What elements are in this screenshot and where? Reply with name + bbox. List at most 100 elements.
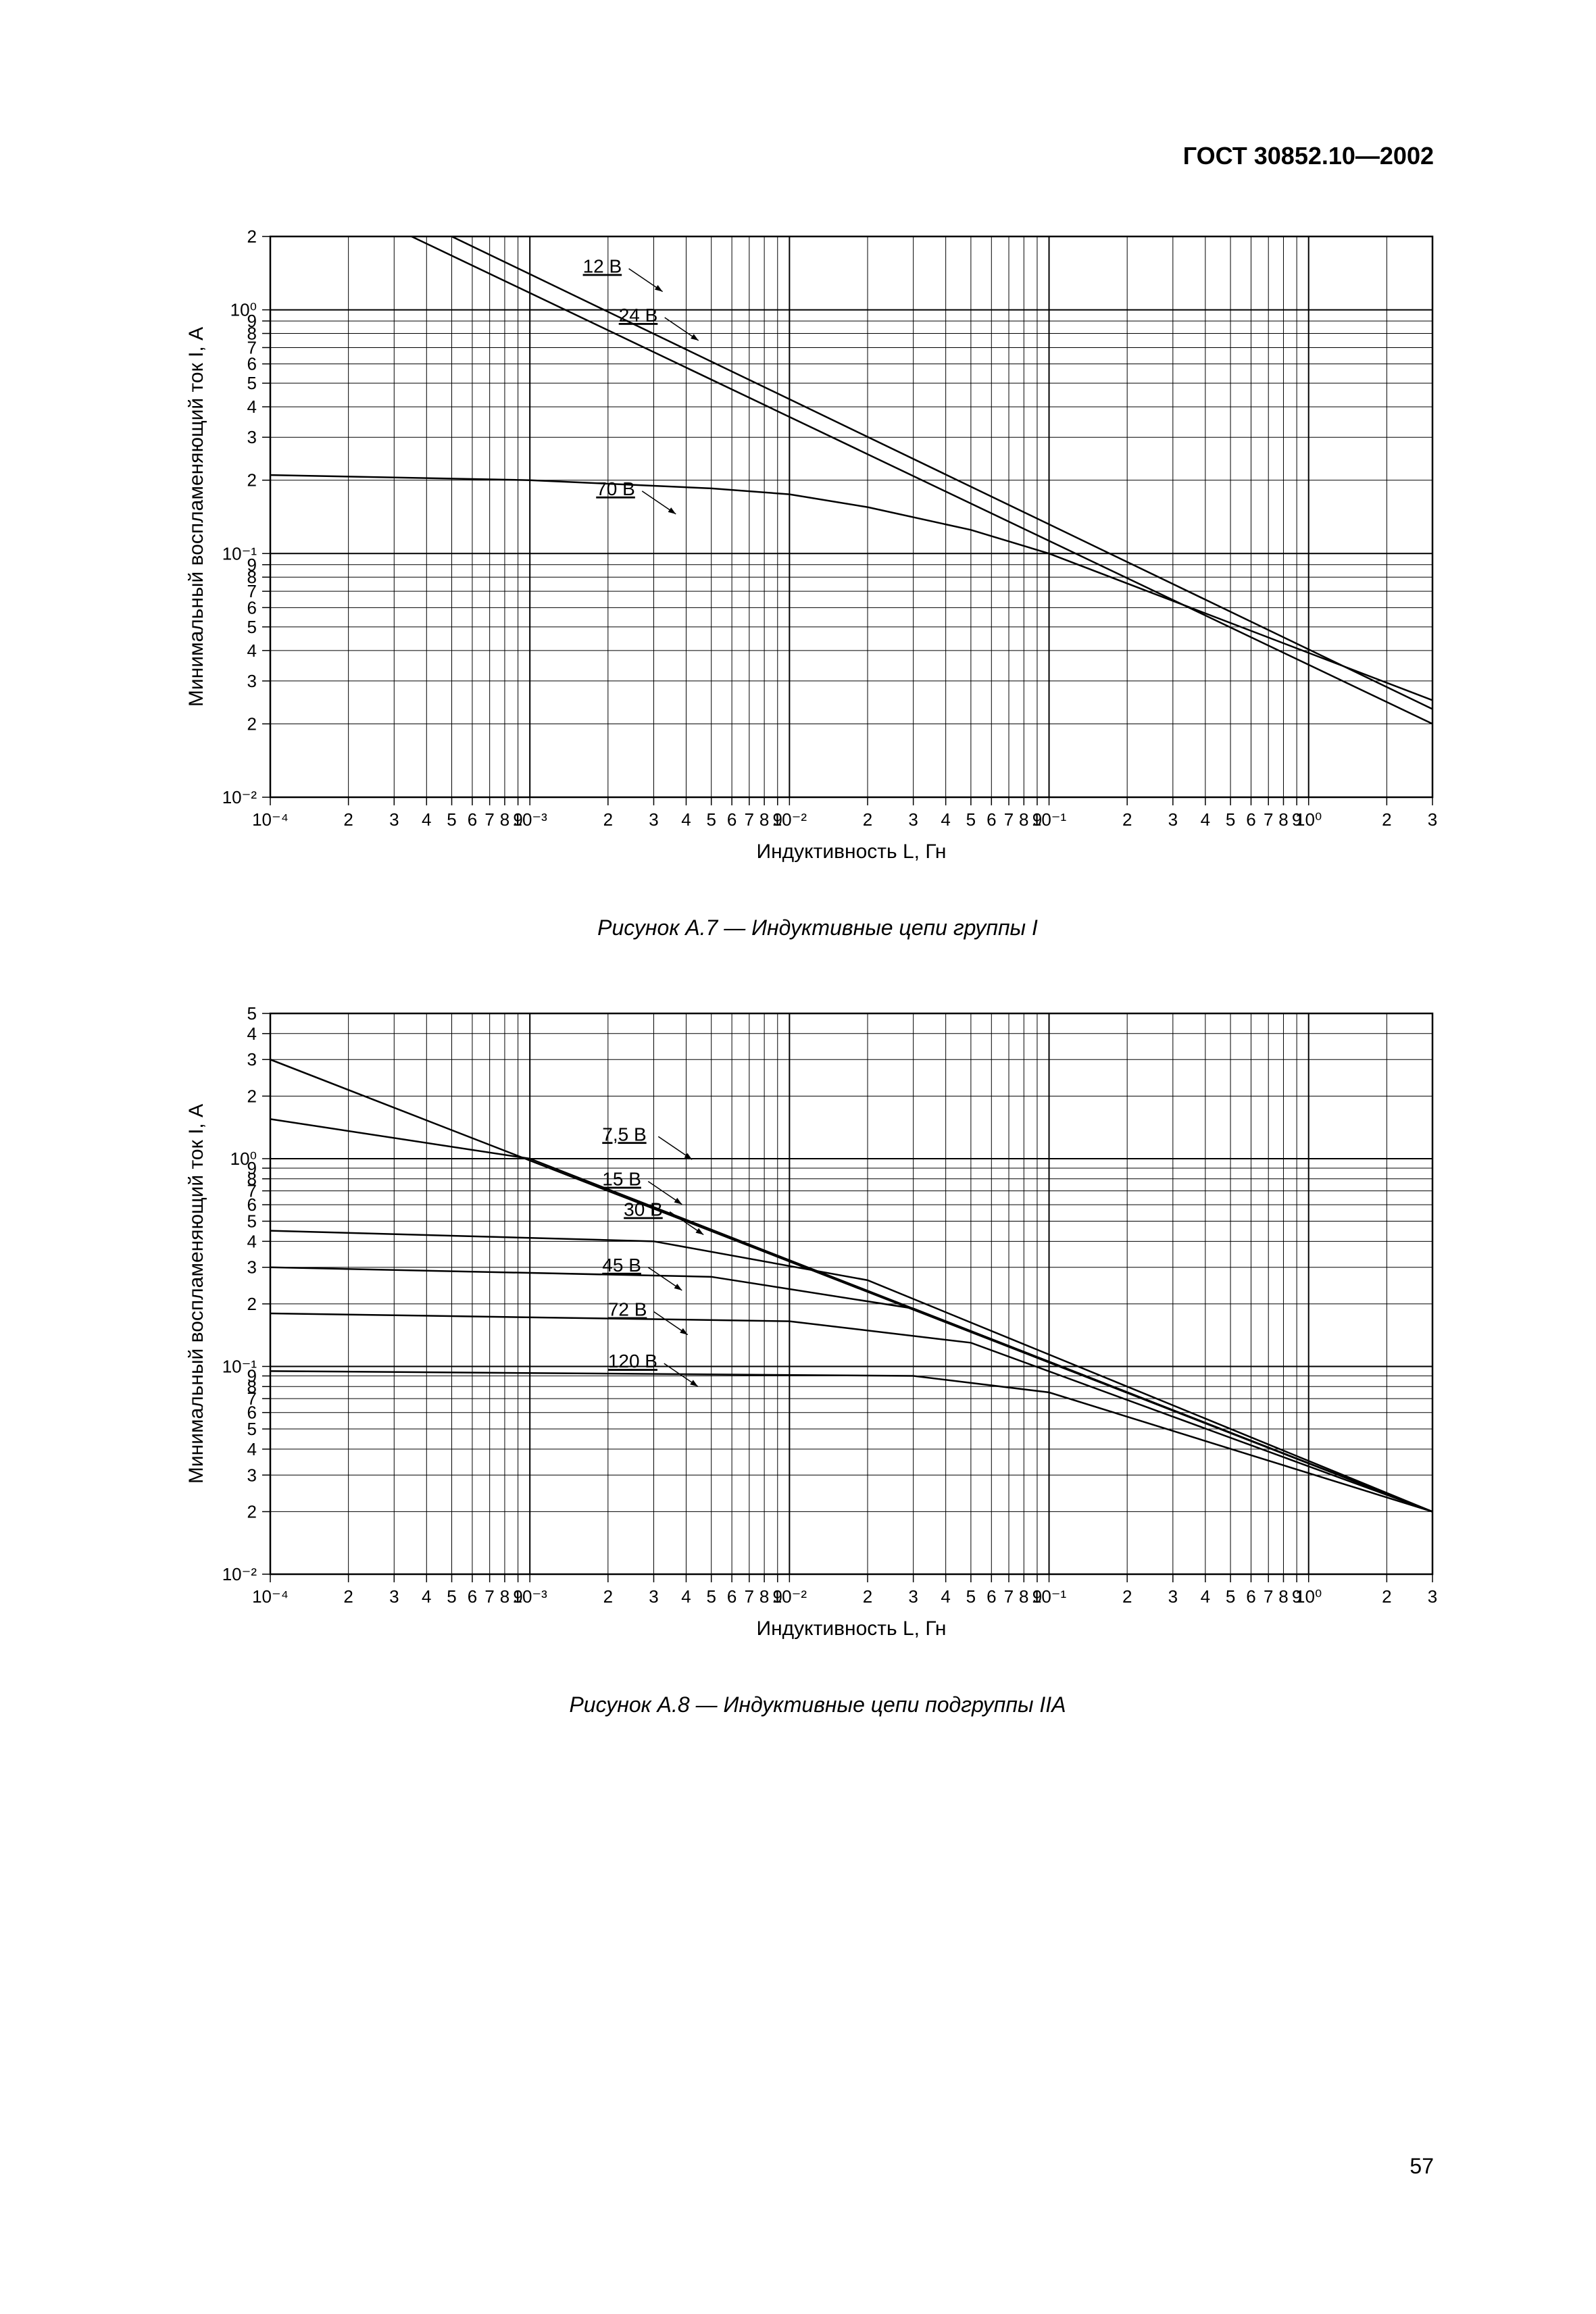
svg-text:5: 5	[966, 1586, 976, 1607]
svg-text:3: 3	[908, 809, 918, 830]
svg-text:4: 4	[247, 397, 257, 417]
svg-text:2: 2	[1382, 809, 1391, 830]
svg-text:7: 7	[484, 809, 494, 830]
svg-text:3: 3	[247, 671, 257, 691]
svg-text:5: 5	[966, 809, 976, 830]
svg-text:2: 2	[1382, 1586, 1391, 1607]
svg-text:2: 2	[603, 809, 613, 830]
svg-text:7: 7	[1264, 809, 1273, 830]
svg-text:120 В: 120 В	[608, 1351, 657, 1372]
svg-text:3: 3	[649, 809, 658, 830]
svg-text:5: 5	[1226, 1586, 1235, 1607]
svg-text:6: 6	[1246, 1586, 1255, 1607]
svg-text:2: 2	[603, 1586, 613, 1607]
svg-text:5: 5	[247, 1003, 257, 1024]
svg-text:3: 3	[247, 1049, 257, 1070]
svg-text:5: 5	[247, 617, 257, 637]
svg-text:10⁰: 10⁰	[230, 1149, 257, 1169]
svg-text:3: 3	[247, 427, 257, 447]
svg-text:3: 3	[908, 1586, 918, 1607]
svg-text:7: 7	[1264, 1586, 1273, 1607]
svg-text:3: 3	[247, 1257, 257, 1278]
document-header: ГОСТ 30852.10—2002	[1183, 142, 1434, 170]
svg-text:7: 7	[484, 1586, 494, 1607]
page-number: 57	[1410, 2154, 1434, 2179]
svg-text:4: 4	[422, 809, 431, 830]
svg-text:3: 3	[247, 1465, 257, 1485]
chart-svg: 10⁻⁴2345678910⁻³2345678910⁻²2345678910⁻¹…	[176, 223, 1460, 885]
svg-text:4: 4	[422, 1586, 431, 1607]
svg-text:2: 2	[247, 470, 257, 491]
chart-svg: 10⁻⁴2345678910⁻³2345678910⁻²2345678910⁻¹…	[176, 1000, 1460, 1662]
svg-text:6: 6	[468, 1586, 477, 1607]
svg-text:10⁻¹: 10⁻¹	[222, 543, 257, 563]
svg-text:10⁻³: 10⁻³	[513, 1586, 548, 1607]
svg-text:3: 3	[1168, 1586, 1178, 1607]
svg-text:8: 8	[500, 809, 509, 830]
svg-text:7: 7	[1004, 1586, 1014, 1607]
svg-text:2: 2	[247, 1086, 257, 1106]
svg-text:2: 2	[343, 1586, 353, 1607]
svg-text:2: 2	[247, 226, 257, 247]
svg-text:10⁻²: 10⁻²	[222, 787, 257, 807]
svg-text:4: 4	[1201, 1586, 1210, 1607]
page: ГОСТ 30852.10—2002 10⁻⁴2345678910⁻³23456…	[0, 0, 1596, 2314]
svg-text:5: 5	[447, 1586, 456, 1607]
svg-text:4: 4	[247, 640, 257, 661]
svg-text:10⁻²: 10⁻²	[772, 809, 807, 830]
svg-text:4: 4	[941, 809, 950, 830]
svg-text:7: 7	[745, 809, 754, 830]
svg-text:5: 5	[1226, 809, 1235, 830]
svg-text:70 В: 70 В	[596, 478, 635, 499]
svg-text:4: 4	[247, 1439, 257, 1459]
svg-text:8: 8	[500, 1586, 509, 1607]
svg-text:3: 3	[389, 1586, 399, 1607]
svg-text:5: 5	[706, 1586, 716, 1607]
svg-text:2: 2	[863, 809, 872, 830]
svg-text:5: 5	[706, 809, 716, 830]
svg-text:2: 2	[1122, 1586, 1132, 1607]
svg-text:Индуктивность L, Гн: Индуктивность L, Гн	[757, 840, 947, 863]
svg-text:8: 8	[1278, 1586, 1288, 1607]
svg-text:Минимальный воспламеняющий ток: Минимальный воспламеняющий ток I, А	[185, 1104, 207, 1484]
svg-text:6: 6	[727, 809, 737, 830]
svg-text:10⁰: 10⁰	[230, 300, 257, 320]
svg-text:3: 3	[1428, 1586, 1437, 1607]
svg-text:3: 3	[649, 1586, 658, 1607]
svg-text:Минимальный воспламеняющий ток: Минимальный воспламеняющий ток I, А	[185, 327, 207, 707]
svg-text:72 В: 72 В	[608, 1299, 647, 1320]
svg-text:8: 8	[759, 809, 769, 830]
svg-text:2: 2	[247, 713, 257, 734]
svg-text:2: 2	[247, 1294, 257, 1314]
svg-text:10⁻⁴: 10⁻⁴	[252, 1586, 289, 1607]
chart-a7: 10⁻⁴2345678910⁻³2345678910⁻²2345678910⁻¹…	[176, 223, 1460, 940]
svg-text:10⁰: 10⁰	[1295, 1586, 1322, 1607]
svg-text:4: 4	[1201, 809, 1210, 830]
svg-text:7,5 В: 7,5 В	[602, 1124, 646, 1145]
svg-text:5: 5	[247, 373, 257, 393]
svg-text:6: 6	[1246, 809, 1255, 830]
svg-text:2: 2	[863, 1586, 872, 1607]
chart-a8: 10⁻⁴2345678910⁻³2345678910⁻²2345678910⁻¹…	[176, 1000, 1460, 1717]
svg-text:10⁻²: 10⁻²	[772, 1586, 807, 1607]
svg-text:4: 4	[941, 1586, 950, 1607]
svg-text:6: 6	[987, 1586, 996, 1607]
svg-text:6: 6	[987, 809, 996, 830]
svg-text:2: 2	[343, 809, 353, 830]
svg-text:10⁻³: 10⁻³	[513, 809, 548, 830]
svg-text:2: 2	[247, 1501, 257, 1521]
svg-text:2: 2	[1122, 809, 1132, 830]
svg-text:24 В: 24 В	[619, 305, 658, 326]
svg-text:15 В: 15 В	[602, 1169, 641, 1190]
svg-text:7: 7	[1004, 809, 1014, 830]
svg-text:7: 7	[745, 1586, 754, 1607]
svg-text:45 В: 45 В	[602, 1255, 641, 1276]
svg-text:10⁻¹: 10⁻¹	[222, 1356, 257, 1376]
svg-text:8: 8	[1278, 809, 1288, 830]
svg-text:4: 4	[681, 1586, 691, 1607]
svg-text:6: 6	[468, 809, 477, 830]
svg-text:6: 6	[727, 1586, 737, 1607]
svg-text:10⁻⁴: 10⁻⁴	[252, 809, 289, 830]
svg-text:Индуктивность L, Гн: Индуктивность L, Гн	[757, 1617, 947, 1640]
svg-text:8: 8	[1019, 809, 1028, 830]
